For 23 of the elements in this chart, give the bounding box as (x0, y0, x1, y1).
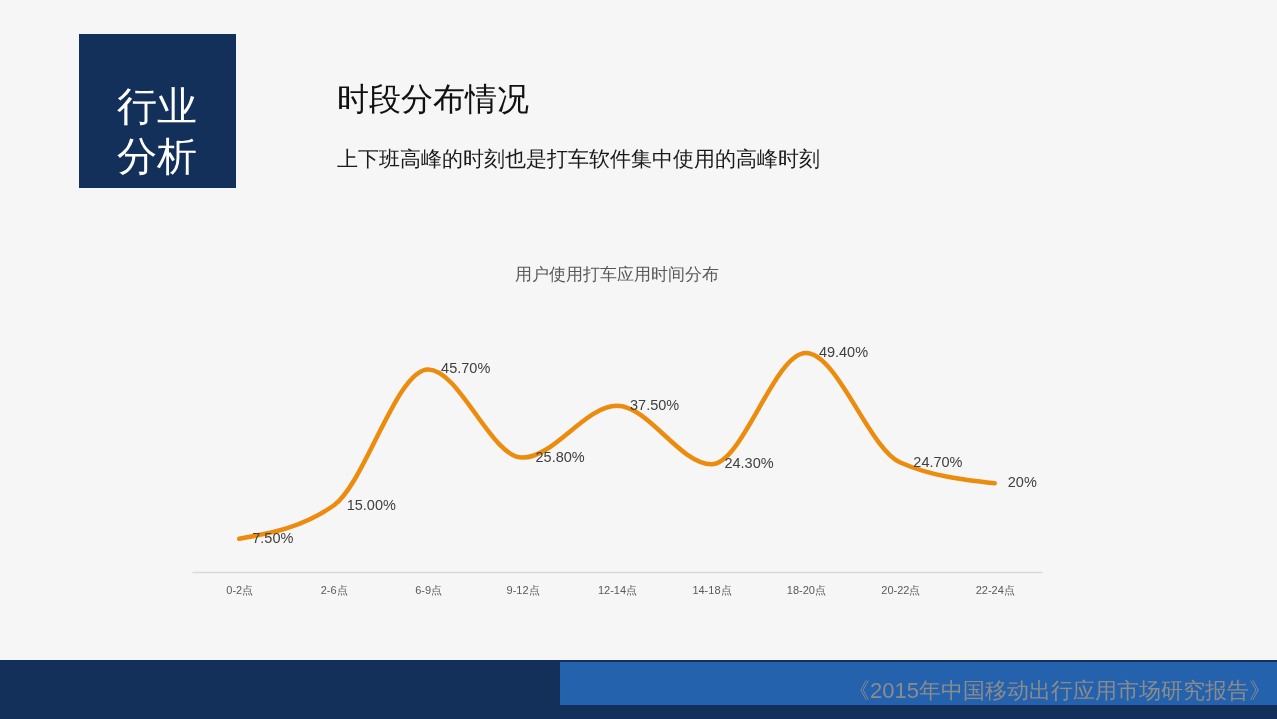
chart-title: 时段分布情况 (337, 81, 529, 117)
x-tick-label: 9-12点 (506, 583, 540, 596)
data-label: 15.00% (346, 496, 396, 513)
chart-subtitle: 上下班高峰的时刻也是打车软件集中使用的高峰时刻 (337, 147, 820, 170)
text: 《2015年中国移动出行应用市场研究报告》 (848, 678, 1271, 703)
x-tick-label: 0-2点 (226, 583, 254, 596)
data-label: 24.30% (724, 455, 774, 472)
x-tick-label: 20-22点 (881, 583, 921, 596)
data-label: 37.50% (630, 396, 680, 413)
data-label: 7.50% (252, 529, 294, 546)
data-label: 20% (1007, 474, 1037, 491)
x-tick-label: 14-18点 (692, 583, 732, 596)
data-label: 45.70% (441, 360, 491, 377)
x-tick-label: 12-14点 (597, 583, 638, 596)
text: 用户使用打车应用时间分布 (515, 265, 719, 284)
x-tick-label: 18-20点 (786, 583, 826, 596)
text: 行业分析 (117, 84, 197, 178)
data-label: 24.70% (913, 453, 963, 470)
x-tick-label: 2-6点 (320, 583, 348, 596)
data-label: 49.40% (818, 344, 869, 360)
x-tick-label: 22-24点 (975, 583, 1015, 596)
x-tick-label: 6-9点 (415, 583, 443, 596)
data-label: 25.80% (535, 448, 585, 465)
